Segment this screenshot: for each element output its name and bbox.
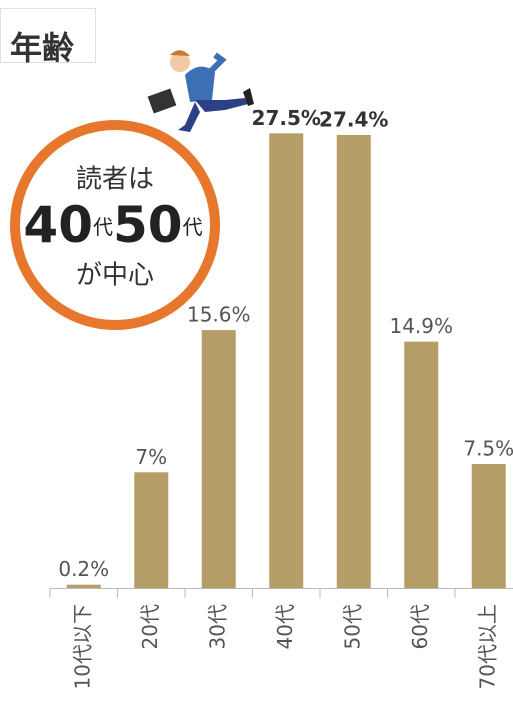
value-label: 27.4% [319, 107, 388, 131]
value-label: 7.5% [463, 437, 513, 461]
value-label: 27.5% [252, 106, 321, 130]
chart-title: 年齢 [10, 29, 74, 67]
annotation-unit: 代 [183, 215, 203, 239]
x-tick-label: 40代 [273, 604, 297, 649]
annotation-unit: 代 [93, 215, 113, 239]
annotation-number: 50 [113, 196, 183, 254]
x-tick-label: 50代 [340, 604, 364, 649]
annotation-text: 読者は [76, 165, 154, 195]
annotation-text: が中心 [76, 261, 154, 291]
x-tick-label: 70代以上 [475, 604, 499, 689]
x-tick-label: 20代 [138, 604, 162, 649]
value-label: 7% [135, 445, 167, 469]
value-label: 0.2% [58, 557, 109, 581]
runner-illustration [147, 50, 254, 132]
annotation-number: 40 [23, 196, 93, 254]
bar [269, 133, 304, 589]
bar [134, 472, 169, 588]
bar [66, 584, 101, 588]
bar [201, 330, 236, 588]
annotation: 読者は 40代50代 が中心 [10, 120, 220, 330]
annotation-circle [10, 120, 220, 330]
bar [471, 464, 506, 588]
annotation-text: 40代50代 [23, 196, 202, 254]
value-label: 14.9% [389, 314, 453, 338]
x-tick-label: 10代以下 [70, 604, 94, 689]
x-tick-label: 60代 [408, 604, 432, 649]
bar [336, 134, 371, 588]
x-tick-label: 30代 [205, 604, 229, 649]
bar [404, 341, 439, 588]
value-label: 15.6% [187, 303, 251, 327]
title-box [0, 8, 96, 63]
